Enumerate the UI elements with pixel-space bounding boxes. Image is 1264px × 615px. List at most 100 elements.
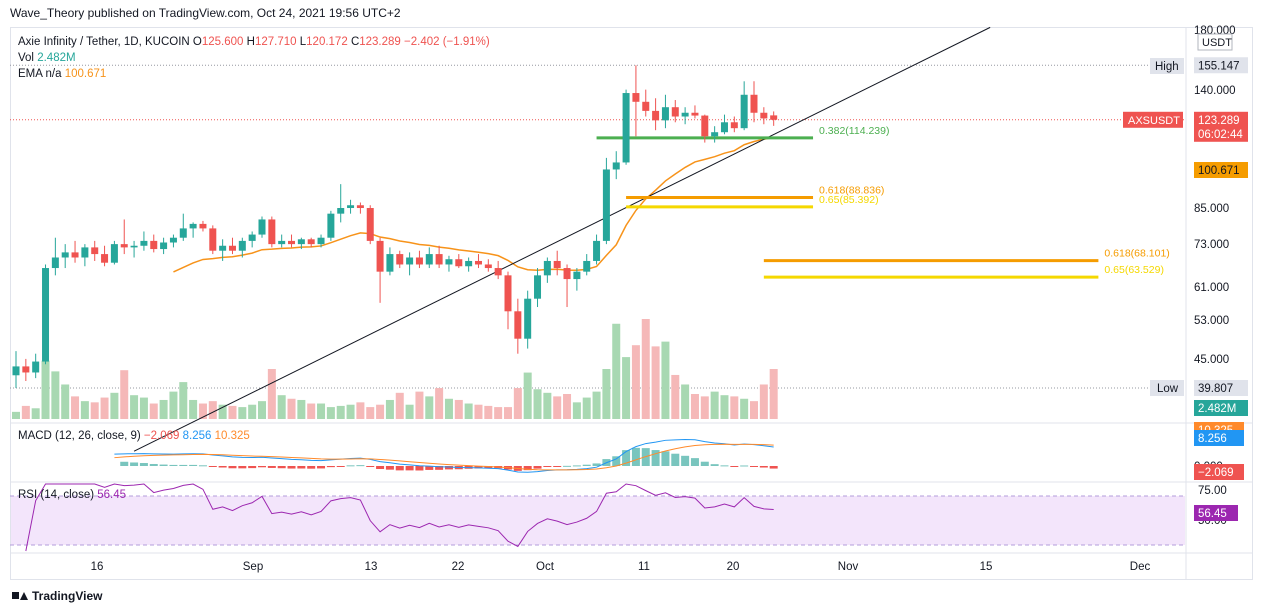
tradingview-footer[interactable]: TradingView xyxy=(12,589,102,603)
candle-body xyxy=(671,107,679,117)
macd-histogram-bar xyxy=(720,465,729,467)
macd-signal-line xyxy=(114,443,774,471)
candle-body xyxy=(12,366,20,376)
candle-body xyxy=(51,257,59,269)
volume-bar xyxy=(198,403,207,419)
chart-frame xyxy=(10,27,1253,580)
volume-bar xyxy=(317,403,326,419)
candle-body xyxy=(622,93,630,163)
macd-signal-value: 10.325 xyxy=(214,430,250,442)
volume-bar xyxy=(326,407,335,419)
macd-histogram-bar xyxy=(572,465,581,467)
last-price-value: 123.289 xyxy=(1198,115,1240,127)
candle-body xyxy=(484,264,492,269)
symbol-badge: AXSUSDT xyxy=(1128,115,1180,127)
volume-bar xyxy=(71,396,80,419)
macd-histogram-bar xyxy=(120,461,129,466)
volume-bar xyxy=(563,394,572,419)
candle-body xyxy=(347,205,355,209)
time-tick-label: Oct xyxy=(536,561,555,573)
macd-histogram-bar xyxy=(149,463,158,466)
candle-body xyxy=(681,112,689,117)
volume-bar xyxy=(415,391,424,419)
volume-bar xyxy=(740,398,749,419)
time-tick-label: 13 xyxy=(365,561,378,573)
volume-bar xyxy=(130,395,139,419)
macd-histogram-bar xyxy=(523,466,532,471)
macd-histogram-bar xyxy=(769,466,778,469)
candle-body xyxy=(425,254,433,265)
candle-body xyxy=(199,223,207,229)
low-label-bg xyxy=(1150,380,1184,396)
macd-histogram-bar xyxy=(395,466,404,471)
volume-bar xyxy=(376,404,385,419)
macd-histogram-bar xyxy=(750,466,758,467)
macd-histogram-bar xyxy=(376,466,385,469)
macd-histogram-bar xyxy=(277,466,286,469)
volume-bar xyxy=(287,398,296,419)
volume-bar xyxy=(523,372,532,419)
symbol-legend: Axie Infinity / Tether, 1D, KUCOIN O125.… xyxy=(18,36,490,48)
candle-body xyxy=(248,234,256,241)
candle-body xyxy=(632,93,640,102)
volume-bar xyxy=(208,401,217,419)
macd-histogram-bar xyxy=(248,466,257,469)
volume-bar xyxy=(189,399,198,419)
macd-histogram-bar xyxy=(356,465,365,467)
rsi-label[interactable]: RSI (14, close) xyxy=(18,489,95,501)
time-tick-label: 20 xyxy=(727,561,740,573)
macd-histogram-bar xyxy=(346,465,355,467)
candle-body xyxy=(465,260,473,267)
time-tick-label: Dec xyxy=(1130,561,1151,573)
low-label: Low xyxy=(1157,383,1179,395)
candle-body xyxy=(642,101,650,111)
candle-body xyxy=(22,366,30,373)
macd-histogram-bar xyxy=(307,466,316,469)
macd-histogram-bar xyxy=(592,463,601,466)
price-tick-label: 140.000 xyxy=(1194,85,1236,97)
macd-label[interactable]: MACD (12, 26, close, 9) xyxy=(18,430,141,442)
volume-bar xyxy=(395,392,404,419)
tradingview-logo-icon xyxy=(12,591,28,601)
candle-body xyxy=(120,244,128,248)
volume-bar xyxy=(681,384,690,419)
volume-bar xyxy=(80,401,89,419)
macd-histogram-bar xyxy=(622,450,631,466)
volume-label[interactable]: Vol xyxy=(18,52,34,64)
macd-histogram-bar xyxy=(139,463,148,466)
ema-line xyxy=(173,136,774,273)
volume-bar xyxy=(592,391,601,419)
candle-body xyxy=(288,240,296,245)
volume-bar xyxy=(513,388,522,419)
low-value-badge: 39.807 xyxy=(1198,383,1233,395)
candle-body xyxy=(140,240,148,246)
volume-bar xyxy=(759,384,768,419)
high-label: High xyxy=(1155,61,1179,73)
macd-histogram-bar xyxy=(130,462,139,466)
symbol-title[interactable]: Axie Infinity / Tether, 1D, KUCOIN xyxy=(18,36,190,48)
volume-bar xyxy=(700,396,709,419)
volume-bar xyxy=(248,404,257,419)
rsi-band-fill xyxy=(11,496,1185,545)
rsi-tick-75: 75.00 xyxy=(1198,485,1227,497)
volume-bar xyxy=(631,345,640,419)
candle-body xyxy=(327,213,335,238)
ohlc-change: −2.402 (−1.91%) xyxy=(404,36,490,48)
candle-body xyxy=(534,275,542,299)
ema-value: 100.671 xyxy=(64,68,107,80)
macd-histogram-bar xyxy=(582,464,591,466)
candle-body xyxy=(415,257,423,265)
volume-bar xyxy=(277,395,286,419)
volume-bar xyxy=(454,399,463,419)
volume-bar xyxy=(120,370,129,419)
macd-histogram-bar xyxy=(169,464,178,466)
macd-histogram-bar xyxy=(700,461,709,466)
candle-body xyxy=(258,219,266,235)
macd-histogram-bar xyxy=(297,466,306,469)
macd-histogram-bar xyxy=(444,466,453,470)
macd-histogram-bar xyxy=(228,466,237,469)
candle-body xyxy=(652,110,660,121)
macd-histogram-bar xyxy=(287,466,296,469)
ema-label[interactable]: EMA xyxy=(18,68,43,80)
